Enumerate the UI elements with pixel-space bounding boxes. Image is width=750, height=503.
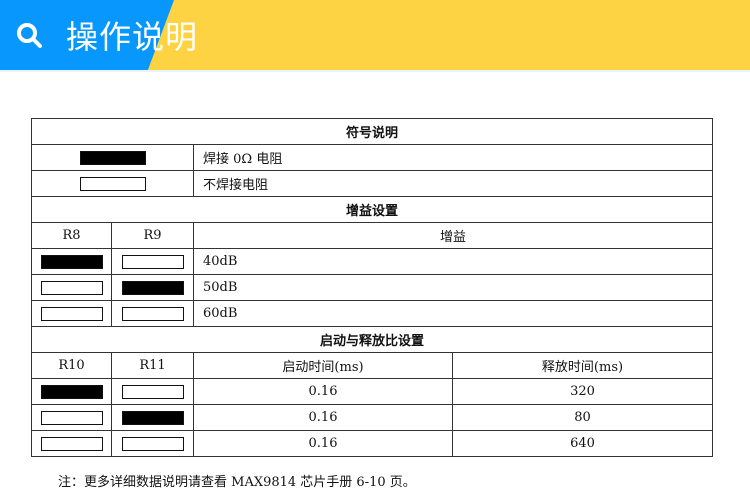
col-attack: 启动时间(ms) (193, 352, 453, 379)
soldered-symbol (121, 410, 184, 425)
page-title: 操作说明 (66, 18, 199, 56)
legend-label: 焊接 0Ω 电阻 (193, 144, 713, 171)
table-row: 50dB (31, 274, 713, 301)
attack-title: 启动与释放比设置 (31, 326, 713, 353)
open-symbol (121, 306, 184, 321)
table-row: 0.16 320 (31, 378, 713, 405)
header-title-bar (0, 0, 174, 70)
open-symbol (40, 306, 103, 321)
gain-value: 40dB (193, 248, 713, 275)
open-symbol (79, 176, 146, 191)
table-row: 40dB (31, 248, 713, 275)
release-value: 640 (452, 430, 713, 457)
settings-table: 符号说明 焊接 0Ω 电阻 不焊接电阻 增益设置 R8 R9 增益 40dB 50dB… (31, 118, 713, 457)
table-row: 60dB (31, 300, 713, 327)
soldered-symbol (121, 280, 184, 295)
open-symbol (40, 410, 103, 425)
release-value: 320 (452, 378, 713, 405)
release-value: 80 (452, 404, 713, 431)
attack-value: 0.16 (193, 404, 453, 431)
soldered-symbol (79, 150, 146, 165)
col-gain: 增益 (193, 222, 713, 249)
open-symbol (121, 436, 184, 451)
col-r10: R10 (31, 352, 112, 379)
legend-label: 不焊接电阻 (193, 170, 713, 197)
footnote: 注：更多详细数据说明请查看 MAX9814 芯片手册 6-10 页。 (58, 475, 416, 490)
open-symbol (40, 280, 103, 295)
legend-title: 符号说明 (31, 118, 713, 145)
attack-value: 0.16 (193, 378, 453, 405)
gain-value: 50dB (193, 274, 713, 301)
soldered-symbol (40, 384, 103, 399)
soldered-symbol (40, 254, 103, 269)
attack-value: 0.16 (193, 430, 453, 457)
open-symbol (40, 436, 103, 451)
col-r9: R9 (111, 222, 194, 249)
col-r8: R8 (31, 222, 112, 249)
divider (0, 70, 750, 72)
table-row: 0.16 640 (31, 430, 713, 457)
search-icon (17, 23, 42, 48)
col-release: 释放时间(ms) (452, 352, 713, 379)
open-symbol (121, 254, 184, 269)
gain-value: 60dB (193, 300, 713, 327)
table-row: 0.16 80 (31, 404, 713, 431)
gain-title: 增益设置 (31, 196, 713, 223)
open-symbol (121, 384, 184, 399)
col-r11: R11 (111, 352, 194, 379)
